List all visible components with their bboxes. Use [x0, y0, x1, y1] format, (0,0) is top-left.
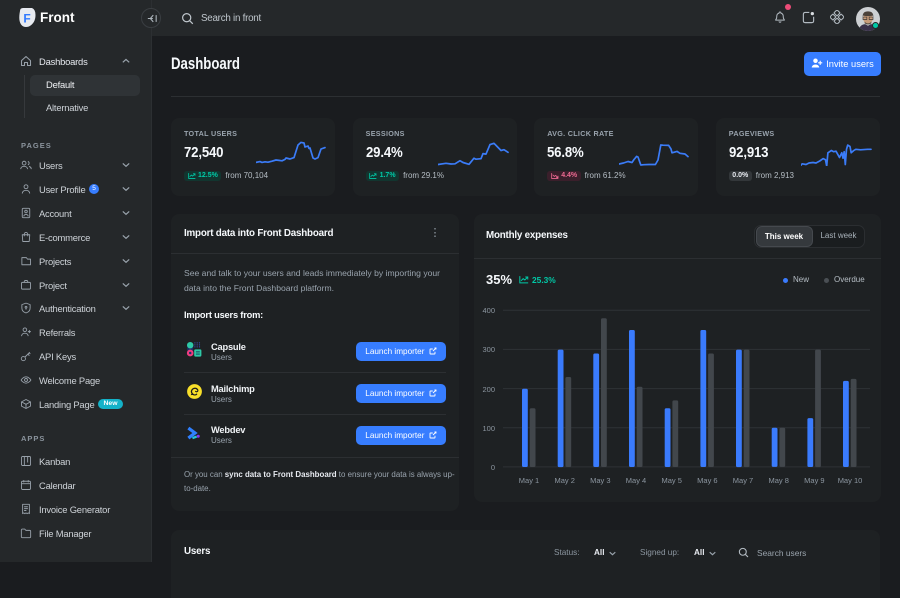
svg-text:F: F	[23, 12, 30, 26]
